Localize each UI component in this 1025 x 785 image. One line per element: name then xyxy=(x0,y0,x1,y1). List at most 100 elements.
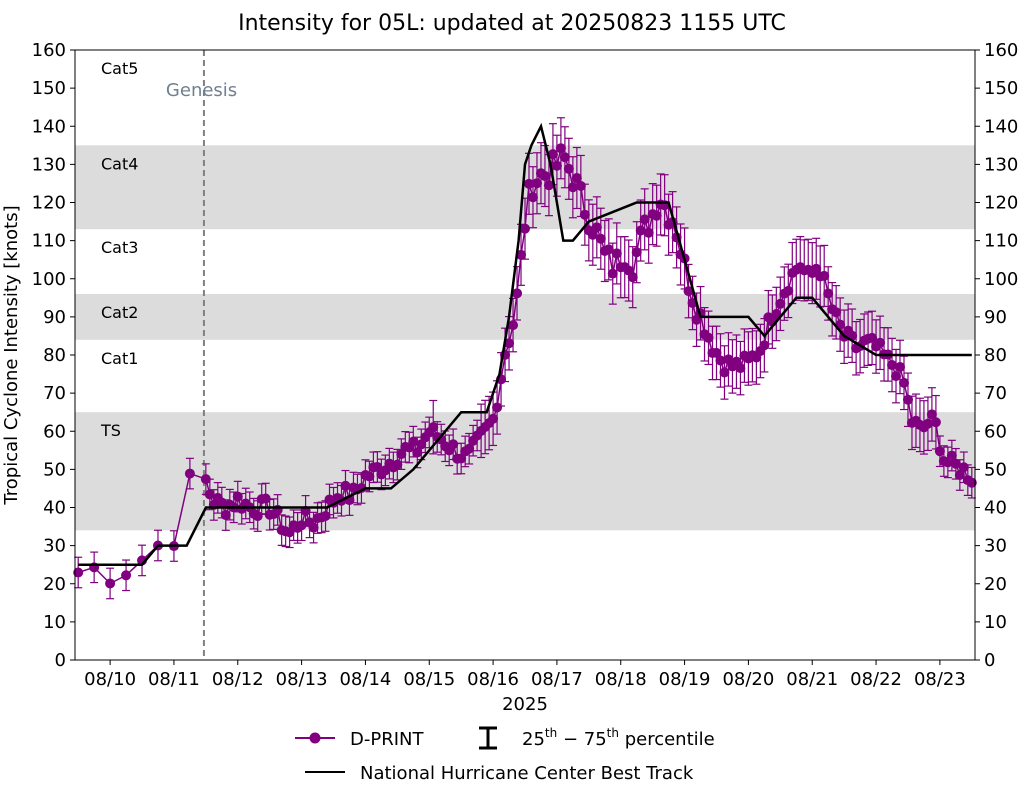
y-tick-label-right: 0 xyxy=(984,650,995,671)
y-tick-label-left: 130 xyxy=(32,154,66,175)
y-tick-label-right: 90 xyxy=(984,307,1007,328)
y-tick-label-left: 50 xyxy=(43,459,66,480)
y-tick-label-right: 10 xyxy=(984,612,1007,633)
dprint-point xyxy=(895,361,905,372)
band-cat2 xyxy=(75,294,975,340)
dprint-point xyxy=(891,371,902,382)
dprint-point xyxy=(575,180,586,191)
dprint-point xyxy=(819,270,830,281)
x-tick-label: 08/13 xyxy=(276,669,328,690)
x-tick-label: 08/20 xyxy=(722,669,774,690)
dprint-point xyxy=(412,447,423,458)
dprint-point xyxy=(547,149,558,160)
dprint-point xyxy=(204,489,215,500)
dprint-point xyxy=(831,307,842,318)
x-axis-label: 2025 xyxy=(502,694,548,715)
dprint-point xyxy=(946,450,957,461)
y-tick-label-right: 80 xyxy=(984,345,1007,366)
dprint-series xyxy=(73,117,977,600)
y-tick-label-left: 60 xyxy=(43,421,66,442)
dprint-point xyxy=(587,229,598,240)
dprint-point xyxy=(930,417,941,428)
dprint-point xyxy=(735,363,746,374)
y-tick-label-right: 100 xyxy=(984,269,1018,290)
dprint-point xyxy=(595,233,606,244)
dprint-point xyxy=(392,459,403,470)
y-tick-label-right: 60 xyxy=(984,421,1007,442)
dprint-point xyxy=(759,340,770,351)
y-tick-label-left: 20 xyxy=(43,574,66,595)
dprint-point xyxy=(523,178,534,189)
category-bands: TS Cat1 Cat2 Cat3 Cat4 Cat5 xyxy=(75,59,975,531)
dprint-point xyxy=(611,248,622,259)
y-tick-label-left: 100 xyxy=(32,269,66,290)
dprint-point xyxy=(488,413,499,424)
dprint-point xyxy=(898,377,909,388)
x-tick-label: 08/22 xyxy=(850,669,902,690)
y-tick-label-left: 140 xyxy=(32,116,66,137)
dprint-point xyxy=(105,578,116,589)
genesis-label: Genesis xyxy=(166,80,237,101)
dprint-point xyxy=(887,360,898,371)
y-tick-label-right: 20 xyxy=(984,574,1007,595)
band-label-cat5: Cat5 xyxy=(101,59,138,78)
axes: 0 0 10 10 20 20 30 30 40 40 50 50 60 60 70 70 80 80 90 90 10… xyxy=(32,40,1019,690)
dprint-point xyxy=(508,320,519,331)
x-tick-label: 08/12 xyxy=(212,669,264,690)
x-tick-label: 08/23 xyxy=(914,669,966,690)
dprint-point xyxy=(875,337,886,348)
band-ts xyxy=(75,412,975,531)
dprint-point xyxy=(643,227,654,238)
y-tick-label-left: 90 xyxy=(43,307,66,328)
dprint-point xyxy=(715,355,726,366)
dprint-point xyxy=(364,471,375,482)
dprint-point xyxy=(372,461,383,472)
dprint-point xyxy=(627,272,638,283)
y-tick-label-right: 70 xyxy=(984,383,1007,404)
dprint-point xyxy=(184,468,195,479)
dprint-point xyxy=(428,422,439,433)
y-tick-label-left: 40 xyxy=(43,498,66,519)
x-tick-label: 08/10 xyxy=(84,669,136,690)
dprint-point xyxy=(555,143,566,154)
y-tick-label-left: 110 xyxy=(32,231,66,252)
y-tick-label-left: 80 xyxy=(43,345,66,366)
dprint-point xyxy=(639,214,650,225)
dprint-point xyxy=(527,192,538,203)
dprint-point xyxy=(867,332,878,343)
dprint-point xyxy=(651,210,662,221)
dprint-point xyxy=(603,244,614,255)
dprint-point xyxy=(607,268,618,279)
plot-frame xyxy=(74,49,976,661)
dprint-point xyxy=(531,178,542,189)
y-tick-label-left: 120 xyxy=(32,193,66,214)
dprint-point xyxy=(683,286,694,297)
dprint-point xyxy=(121,570,132,581)
x-tick-label: 08/21 xyxy=(786,669,838,690)
band-label-cat3: Cat3 xyxy=(101,238,138,257)
dprint-point xyxy=(635,225,646,236)
y-tick-label-left: 160 xyxy=(32,40,66,61)
dprint-point xyxy=(966,477,977,488)
dprint-point xyxy=(591,222,602,233)
dprint-point xyxy=(516,249,527,260)
legend: D-PRINT 25th − 75th percentile National … xyxy=(295,726,715,784)
x-tick-label: 08/16 xyxy=(467,669,519,690)
band-label-cat1: Cat1 xyxy=(101,349,138,368)
best-track-line xyxy=(78,122,972,566)
dprint-point xyxy=(492,402,503,413)
dprint-point xyxy=(340,480,351,491)
dprint-point xyxy=(563,163,574,174)
y-tick-label-left: 10 xyxy=(43,612,66,633)
dprint-point xyxy=(520,223,530,234)
y-tick-label-right: 30 xyxy=(984,536,1007,557)
dprint-point xyxy=(571,172,582,183)
dprint-point xyxy=(902,394,913,405)
dprint-point xyxy=(504,338,515,349)
plot-area: Genesis xyxy=(73,50,977,660)
legend-percentile-label: 25th − 75th percentile xyxy=(522,726,715,750)
chart-title: Intensity for 05L: updated at 20250823 1… xyxy=(238,11,786,36)
y-tick-label-right: 120 xyxy=(984,193,1018,214)
y-tick-label-right: 150 xyxy=(984,78,1018,99)
